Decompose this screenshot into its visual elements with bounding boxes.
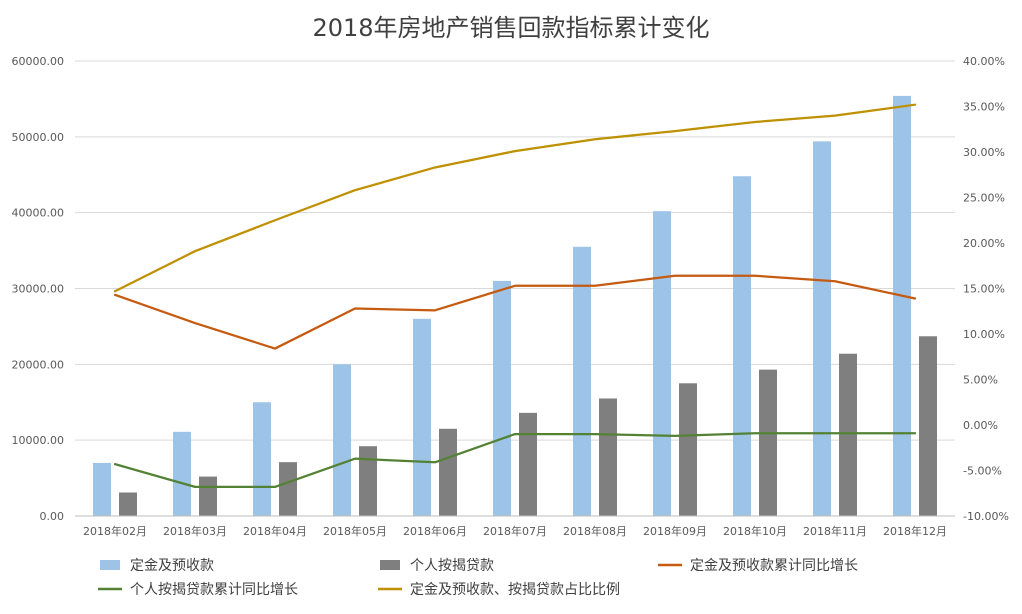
mortgage-bar <box>279 462 297 516</box>
deposit-bar <box>573 246 591 516</box>
x-tick-label: 2018年07月 <box>483 524 547 538</box>
mortgage-bar <box>599 398 617 516</box>
deposit-bar <box>253 402 271 516</box>
y-left-tick-label: 50000.00 <box>12 131 65 144</box>
deposit-bar <box>493 280 511 516</box>
x-tick-label: 2018年09月 <box>643 524 707 538</box>
deposit-growth-line <box>113 274 917 350</box>
y-right-tick-label: 0.00% <box>963 419 998 432</box>
legend-label: 定金及预收款、按揭贷款占比比例 <box>410 582 620 598</box>
line-layer <box>113 103 917 489</box>
legend-label: 个人按揭贷款累计同比增长 <box>130 582 298 598</box>
deposit-bar <box>173 431 191 516</box>
legend-mortgage: 个人按揭贷款 <box>380 558 494 574</box>
mortgage-bar <box>759 369 777 516</box>
y-left-tick-label: 0.00 <box>40 510 65 523</box>
y-right-tick-label: 40.00% <box>963 55 1005 68</box>
mortgage-bar <box>199 476 217 516</box>
legend-label: 个人按揭贷款 <box>410 558 494 574</box>
deposit-bar <box>733 176 751 516</box>
y-left-tick-label: 60000.00 <box>12 55 65 68</box>
axis-layer: 0.00 10000.00 20000.00 30000.00 40000.00 5000… <box>12 55 1009 538</box>
x-tick-label: 2018年06月 <box>403 524 467 538</box>
y-right-tick-label: -5.00% <box>963 465 1002 478</box>
bar-layer <box>93 95 937 516</box>
x-tick-label: 2018年10月 <box>723 524 787 538</box>
y-right-tick-label: 35.00% <box>963 101 1005 114</box>
mortgage-bar <box>119 492 137 516</box>
x-tick-label: 2018年08月 <box>563 524 627 538</box>
share-ratio-line <box>113 103 917 293</box>
y-right-tick-label: 15.00% <box>963 283 1005 296</box>
legend-deposit-growth: 定金及预收款累计同比增长 <box>658 558 858 574</box>
mortgage-bar <box>519 412 537 516</box>
deposit-bar <box>413 318 431 516</box>
legend-label: 定金及预收款 <box>130 558 214 574</box>
mortgage-bar <box>679 383 697 516</box>
x-tick-label: 2018年12月 <box>883 524 947 538</box>
deposit-bar <box>893 95 911 516</box>
chart-title: 2018年房地产销售回款指标累计变化 <box>312 14 710 42</box>
x-tick-label: 2018年11月 <box>803 524 867 538</box>
deposit-bar <box>813 141 831 516</box>
deposit-bar <box>653 211 671 516</box>
legend-share-ratio: 定金及预收款、按揭贷款占比比例 <box>378 582 620 598</box>
y-right-tick-label: -10.00% <box>963 510 1009 523</box>
x-tick-label: 2018年02月 <box>83 524 147 538</box>
legend-label: 定金及预收款累计同比增长 <box>690 558 858 574</box>
legend-swatch <box>380 560 400 570</box>
mortgage-bar <box>839 353 857 516</box>
mortgage-bar <box>439 428 457 516</box>
deposit-bar <box>333 364 351 516</box>
y-left-tick-label: 10000.00 <box>12 434 65 447</box>
y-right-tick-label: 25.00% <box>963 192 1005 205</box>
y-right-tick-label: 10.00% <box>963 328 1005 341</box>
x-tick-label: 2018年03月 <box>163 524 227 538</box>
mortgage-growth-line <box>113 432 917 489</box>
legend-swatch <box>100 560 120 570</box>
y-left-tick-label: 30000.00 <box>12 283 65 296</box>
mortgage-bar <box>359 446 377 516</box>
deposit-bar <box>93 462 111 516</box>
x-tick-label: 2018年05月 <box>323 524 387 538</box>
y-left-tick-label: 20000.00 <box>12 358 65 371</box>
y-right-tick-label: 20.00% <box>963 237 1005 250</box>
y-left-tick-label: 40000.00 <box>12 207 65 220</box>
legend-mortgage-growth: 个人按揭贷款累计同比增长 <box>98 582 298 598</box>
legend-deposit: 定金及预收款 <box>100 558 214 574</box>
x-tick-label: 2018年04月 <box>243 524 307 538</box>
y-right-tick-label: 5.00% <box>963 374 998 387</box>
mortgage-bar <box>919 336 937 516</box>
y-right-tick-label: 30.00% <box>963 146 1005 159</box>
